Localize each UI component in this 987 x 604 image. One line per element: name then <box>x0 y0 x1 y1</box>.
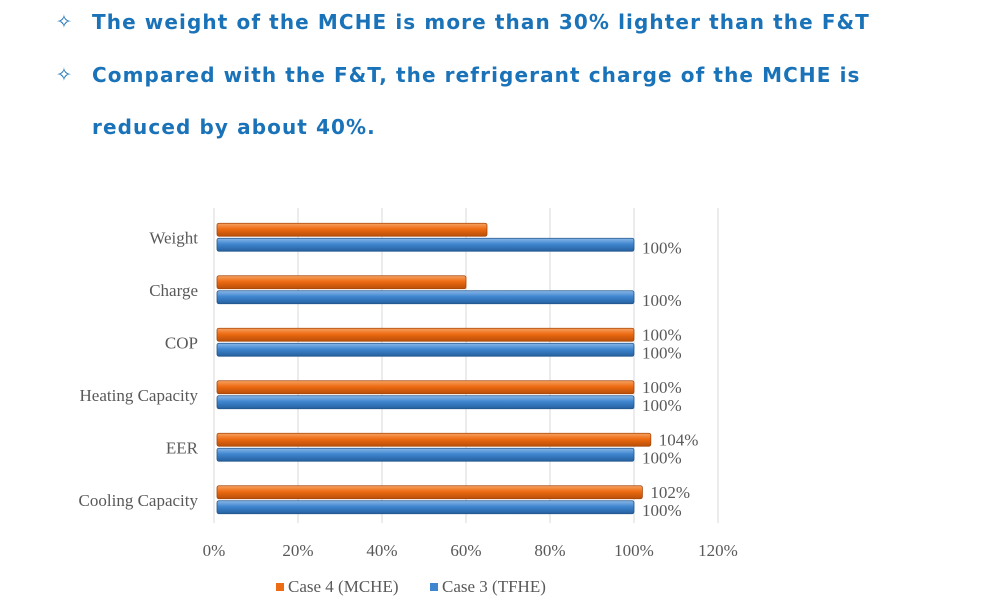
bar-case3 <box>216 395 635 410</box>
x-tick-label: 120% <box>698 541 738 560</box>
grid-lines <box>213 208 719 523</box>
category-label: Cooling Capacity <box>79 491 199 510</box>
category-label: Heating Capacity <box>80 386 199 405</box>
bullet-item-charge: ✧ Compared with the F&T, the refrigerant… <box>56 63 952 153</box>
legend-label: Case 3 (TFHE) <box>442 577 546 596</box>
bar-case4 <box>216 380 635 395</box>
data-label: 100% <box>642 501 682 520</box>
x-axis-ticks: 0% 20% 40% 60% 80% 100% 120% <box>203 541 738 560</box>
bar-case4 <box>216 485 643 500</box>
sparkle-bullet-icon: ✧ <box>56 64 74 86</box>
data-label: 100% <box>642 238 682 257</box>
category-label: Weight <box>149 228 198 247</box>
legend: Case 4 (MCHE) Case 3 (TFHE) <box>276 577 546 596</box>
bar-case3 <box>216 447 635 462</box>
category-label: Charge <box>149 281 198 300</box>
data-label: 104% <box>659 430 699 449</box>
data-label: 102% <box>650 483 690 502</box>
data-label: 100% <box>642 378 682 397</box>
data-label: 100% <box>642 448 682 467</box>
bar-case4 <box>216 432 652 447</box>
category-label: COP <box>165 333 198 352</box>
legend-label: Case 4 (MCHE) <box>288 577 398 596</box>
bar-case4 <box>216 275 467 290</box>
bar-case3 <box>216 237 635 252</box>
legend-swatch-case4 <box>276 583 284 591</box>
bullet-text-charge: Compared with the F&T, the refrigerant c… <box>92 63 861 139</box>
x-tick-label: 80% <box>534 541 565 560</box>
category-labels: Weight Charge COP Heating Capacity EER Coolin… <box>79 228 199 510</box>
x-tick-label: 40% <box>366 541 397 560</box>
bullet-item-weight: ✧ The weight of the MCHE is more than 30… <box>56 10 952 48</box>
bar-chart: 100%100%100%100%100%100%104%100%102%100%… <box>79 208 738 596</box>
x-tick-label: 0% <box>203 541 226 560</box>
x-tick-label: 60% <box>450 541 481 560</box>
sparkle-bullet-icon: ✧ <box>56 11 74 33</box>
x-tick-label: 100% <box>614 541 654 560</box>
data-label: 100% <box>642 343 682 362</box>
bar-case4 <box>216 222 488 237</box>
data-labels: 100%100%100%100%100%100%104%100%102%100% <box>642 238 698 520</box>
data-label: 100% <box>642 396 682 415</box>
bars <box>216 222 652 515</box>
data-label: 100% <box>642 291 682 310</box>
legend-swatch-case3 <box>430 583 438 591</box>
category-label: EER <box>166 438 199 457</box>
x-tick-label: 20% <box>282 541 313 560</box>
bar-case4 <box>216 327 635 342</box>
bar-case3 <box>216 342 635 357</box>
bar-case3 <box>216 290 635 305</box>
bullet-text-weight: The weight of the MCHE is more than 30% … <box>92 10 870 34</box>
data-label: 100% <box>642 325 682 344</box>
bar-case3 <box>216 500 635 515</box>
